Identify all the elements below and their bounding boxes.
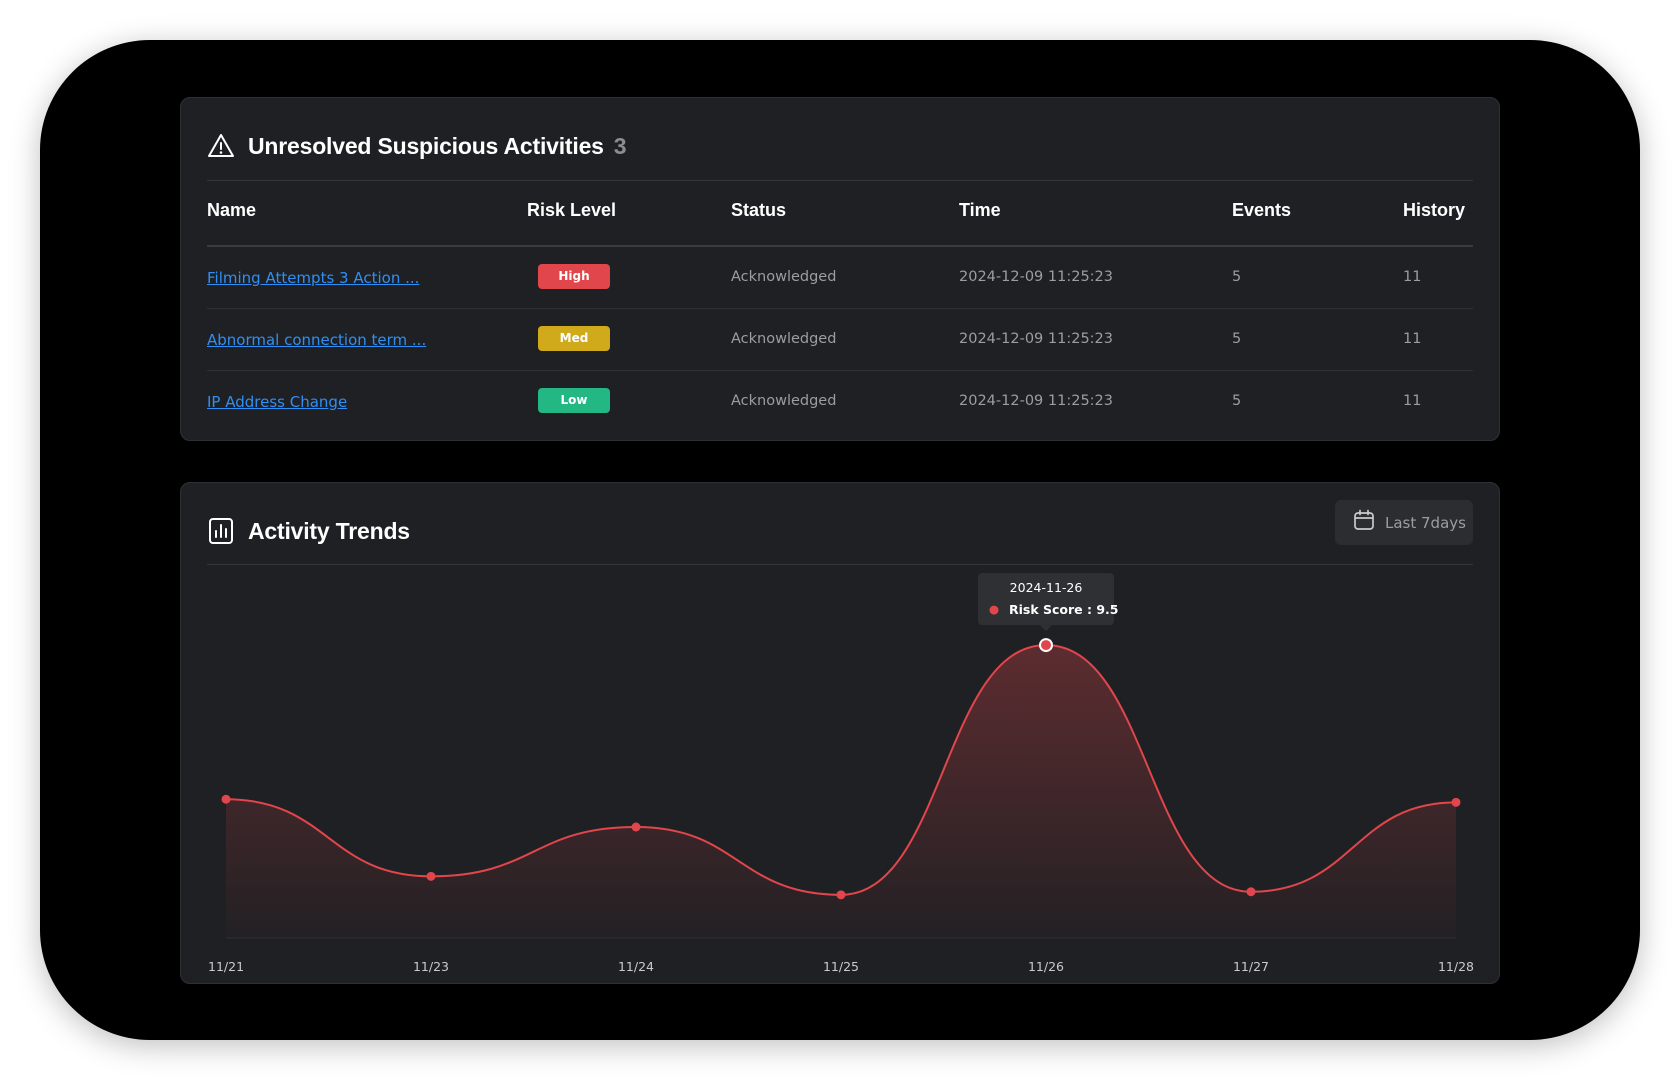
tooltip-date: 2024-11-26 [1010, 580, 1083, 595]
time-cell: 2024-12-09 11:25:23 [959, 393, 1113, 409]
activity-name-link[interactable]: Abnormal connection term ... [207, 330, 427, 349]
suspicious-activities-header: Unresolved Suspicious Activities 3 [207, 126, 627, 166]
column-header-history: History [1403, 200, 1466, 220]
x-tick-label: 11/21 [208, 959, 244, 974]
chart-header-divider [207, 564, 1473, 565]
history-cell: 11 [1403, 393, 1422, 409]
activity-name-link[interactable]: Filming Attempts 3 Action ... [207, 269, 420, 287]
table-row: IP Address Change Low Acknowledged 2024-… [207, 370, 1473, 433]
activity-trends-card: Activity Trends Last 7days 11/21 11/23 11/… [180, 482, 1500, 984]
activities-table-body: Filming Attempts 3 Action ... High Ackno… [207, 245, 1473, 433]
x-tick-label: 11/28 [1438, 959, 1474, 974]
activity-trends-chart: 11/21 11/23 11/24 11/25 11/26 11/27 11/28 2024… [208, 573, 1474, 974]
risk-badge-med: Med [538, 325, 610, 351]
header-divider [207, 180, 1473, 181]
history-cell: 11 [1403, 269, 1422, 285]
x-tick-label: 11/27 [1233, 959, 1269, 974]
data-point[interactable] [426, 871, 436, 881]
x-tick-label: 11/23 [413, 959, 449, 974]
column-header-time: Time [959, 200, 1001, 220]
highlighted-data-point[interactable] [1039, 638, 1053, 653]
status-cell: Acknowledged [731, 269, 837, 285]
x-tick-label: 11/26 [1028, 959, 1064, 974]
date-range-label: Last 7days [1385, 513, 1466, 532]
events-cell: 5 [1232, 330, 1242, 347]
events-cell: 5 [1232, 393, 1242, 409]
activity-trends-title: Activity Trends [248, 517, 410, 544]
risk-badge-low: Low [538, 388, 610, 413]
calendar-icon [1353, 509, 1375, 536]
x-tick-label: 11/25 [823, 959, 859, 974]
tooltip-series-dot [989, 605, 999, 615]
table-header: Name Risk Level Status Time Events Histo… [207, 180, 1473, 245]
history-cell: 11 [1403, 330, 1422, 347]
x-tick-label: 11/24 [618, 959, 654, 974]
warning-triangle-icon [207, 132, 235, 160]
data-point[interactable] [836, 890, 846, 900]
table-row: Abnormal connection term ... Med Acknowl… [207, 307, 1473, 371]
activity-trends-header: Activity Trends [207, 511, 410, 551]
activity-name-link[interactable]: IP Address Change [207, 393, 348, 411]
risk-score-area [226, 645, 1456, 938]
events-cell: 5 [1232, 269, 1242, 285]
risk-badge-high: High [538, 264, 610, 289]
chart-tooltip: 2024-11-26 Risk Score : 9.5 [978, 573, 1119, 632]
status-cell: Acknowledged [731, 393, 837, 409]
risk-score-line [225, 644, 1457, 896]
time-cell: 2024-12-09 11:25:23 [959, 330, 1113, 347]
suspicious-activities-title: Unresolved Suspicious Activities [248, 132, 604, 159]
status-cell: Acknowledged [731, 330, 837, 347]
tooltip-risk-score: Risk Score : 9.5 [1009, 602, 1119, 617]
column-header-name: Name [207, 200, 257, 220]
date-range-button[interactable]: Last 7days [1335, 500, 1473, 545]
suspicious-activities-count: 3 [613, 132, 627, 159]
suspicious-activities-card: Unresolved Suspicious Activities 3 Name … [180, 97, 1500, 441]
data-point[interactable] [1246, 887, 1256, 897]
data-point[interactable] [221, 794, 231, 804]
column-header-risk-level: Risk Level [527, 200, 617, 220]
data-point[interactable] [1451, 797, 1461, 807]
time-cell: 2024-12-09 11:25:23 [959, 269, 1113, 285]
column-header-events: Events [1232, 200, 1292, 220]
table-row: Filming Attempts 3 Action ... High Ackno… [207, 245, 1473, 308]
bar-chart-icon [207, 517, 235, 545]
data-point[interactable] [631, 822, 641, 832]
column-header-status: Status [731, 200, 787, 220]
